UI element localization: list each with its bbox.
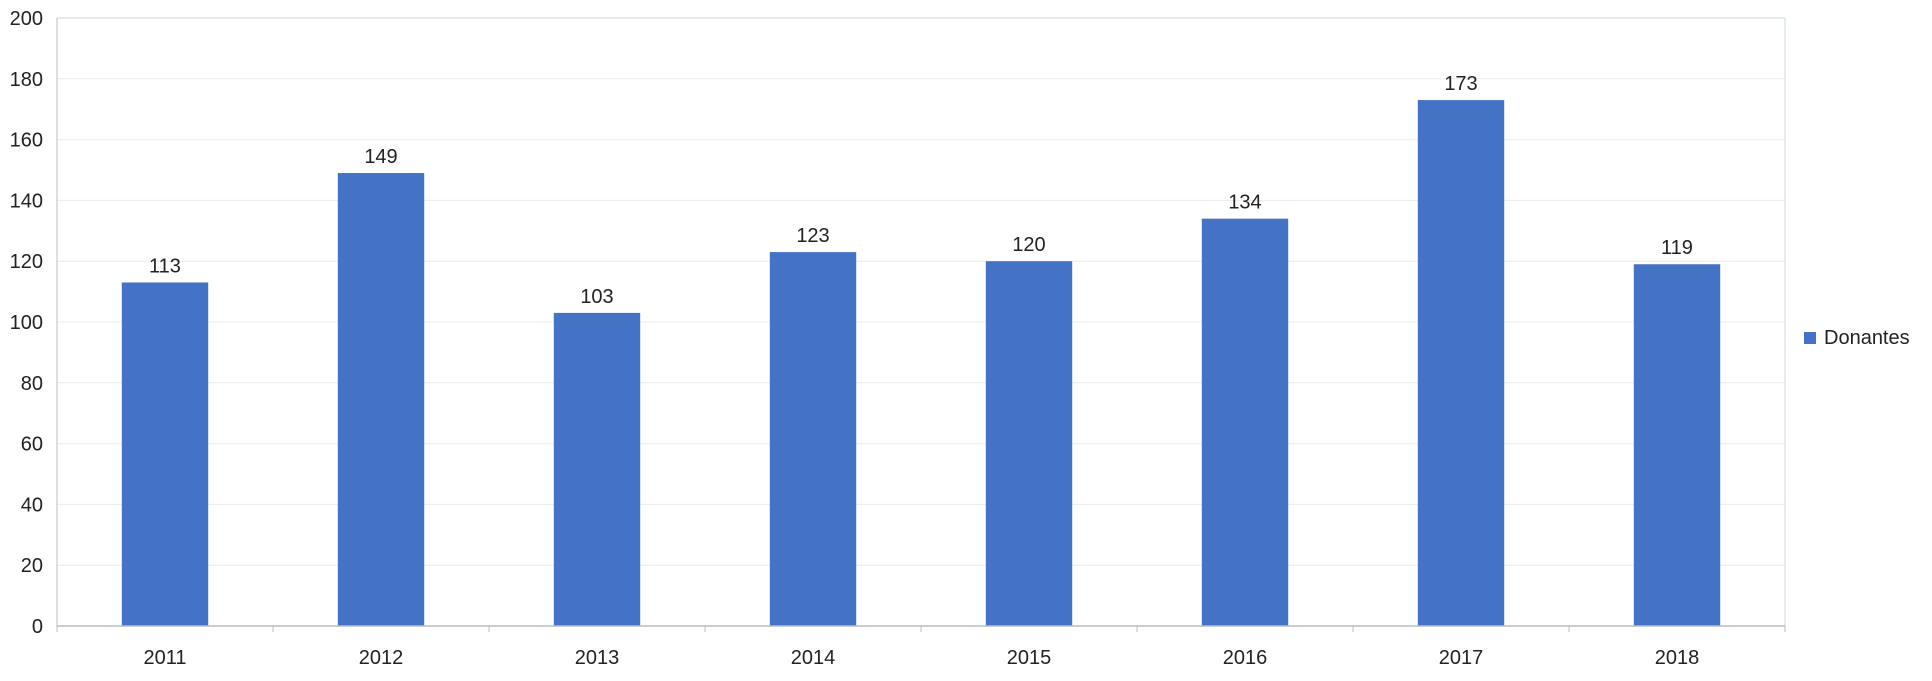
bars — [121, 100, 1721, 627]
x-tick-label-2015: 2015 — [1007, 647, 1052, 669]
x-tick-label-2012: 2012 — [359, 647, 404, 669]
bar-2017 — [1417, 100, 1505, 626]
y-tick-label: 40 — [21, 494, 43, 516]
data-label-2014: 123 — [796, 225, 829, 247]
x-tick-label-2013: 2013 — [575, 647, 620, 669]
x-tick-label-2017: 2017 — [1439, 647, 1484, 669]
data-label-2013: 103 — [580, 286, 613, 308]
y-tick-label: 200 — [10, 8, 43, 30]
legend: Donantes — [1804, 327, 1910, 349]
data-label-2011: 113 — [149, 255, 181, 277]
bar-2018 — [1633, 264, 1721, 626]
legend-swatch-donantes — [1804, 332, 1816, 344]
data-label-2017: 173 — [1444, 73, 1477, 95]
data-label-2015: 120 — [1012, 234, 1045, 256]
bar-2012 — [337, 173, 425, 627]
data-label-2018: 119 — [1661, 237, 1693, 259]
y-tick-label: 100 — [10, 312, 43, 334]
x-tick-label-2014: 2014 — [791, 647, 836, 669]
x-tick-label-2016: 2016 — [1223, 647, 1268, 669]
y-tick-label: 80 — [21, 373, 43, 395]
y-tick-label: 120 — [10, 251, 43, 273]
y-axis: 0 20 40 60 80 100 120 140 160 180 200 — [10, 8, 58, 638]
x-axis: 2011 2012 2013 2014 2015 2016 2017 2018 — [56, 625, 1786, 669]
bar-2016 — [1201, 218, 1289, 626]
legend-label-donantes: Donantes — [1824, 327, 1910, 349]
x-tick-label-2011: 2011 — [143, 647, 186, 669]
data-label-2016: 134 — [1228, 192, 1261, 214]
bar-2014 — [769, 252, 857, 626]
bar-2011 — [121, 282, 209, 626]
y-tick-label: 160 — [10, 130, 43, 152]
data-labels: 113 149 103 123 120 134 173 119 — [149, 73, 1693, 308]
bar-2013 — [553, 312, 641, 626]
y-tick-label: 60 — [21, 434, 43, 456]
gridlines — [57, 17, 1786, 626]
data-label-2012: 149 — [364, 146, 397, 168]
y-tick-label: 180 — [10, 69, 43, 91]
x-tick-label-2018: 2018 — [1655, 647, 1700, 669]
y-tick-label: 20 — [21, 555, 43, 577]
bar-2015 — [985, 261, 1073, 626]
y-tick-label: 140 — [10, 190, 43, 212]
y-tick-label: 0 — [32, 616, 43, 638]
